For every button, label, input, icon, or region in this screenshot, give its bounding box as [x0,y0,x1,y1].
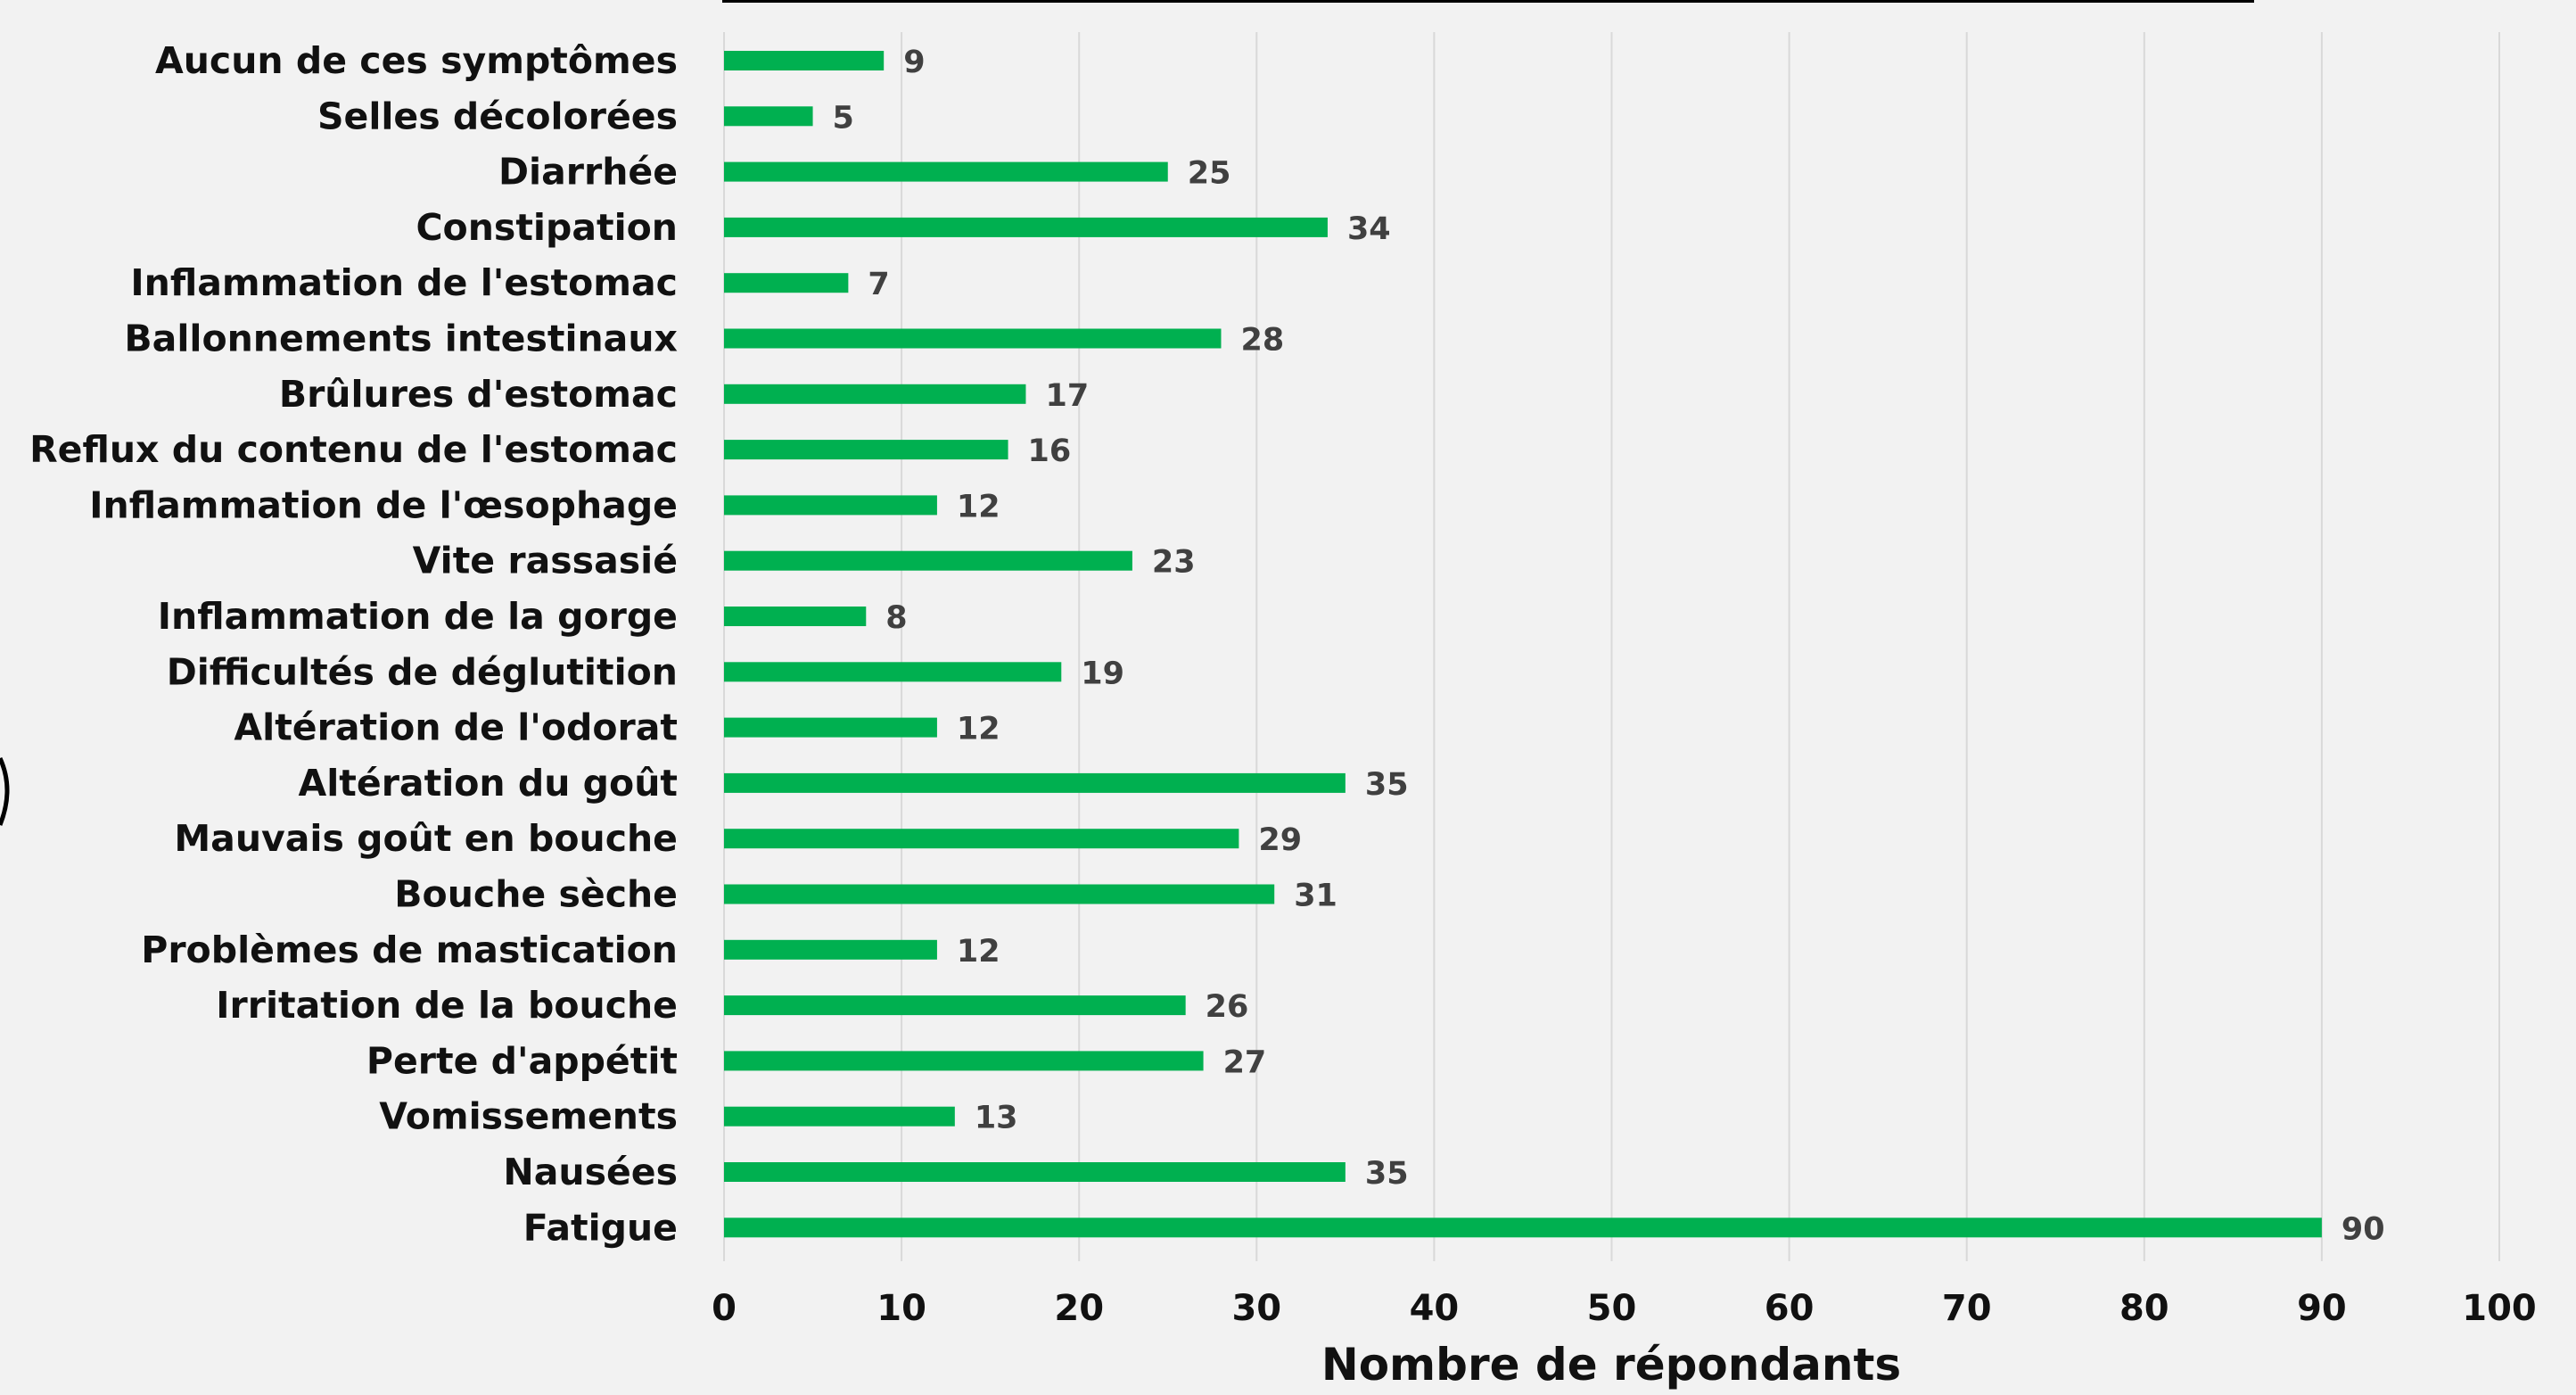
bar [724,939,937,960]
category-label: Fatigue [523,1206,678,1249]
data-label: 35 [1365,767,1409,803]
bar [724,51,885,70]
data-label: 5 [833,100,854,136]
category-label: Ballonnements intestinaux [124,318,678,360]
category-label: Inflammation de l'estomac [130,261,678,304]
bar [724,161,1168,182]
data-label: 29 [1258,822,1302,858]
category-label: Irritation de la bouche [216,984,678,1027]
bar [724,384,1026,404]
bar [724,995,1186,1016]
bar [724,495,937,516]
x-tick-label: 20 [1054,1288,1104,1329]
category-label: Problèmes de mastication [141,929,678,971]
data-label: 13 [975,1101,1018,1136]
category-label: Brûlures d'estomac [279,373,678,416]
category-label: Reflux du contenu de l'estomac [29,428,678,471]
x-tick-label: 10 [876,1288,926,1329]
x-tick-labels: 0 10 20 30 40 50 60 70 80 90 100 [712,1288,2537,1329]
category-label: Altération de l'odorat [234,706,678,749]
x-tick-label: 50 [1587,1288,1637,1329]
category-label: Diarrhée [498,151,678,194]
bar [724,829,1239,849]
data-labels: 9 5 25 34 7 28 17 16 12 23 8 19 12 35 29 31 12 26 27 13 35 90 [833,45,2385,1247]
x-tick-label: 40 [1410,1288,1460,1329]
bar [724,1218,2322,1238]
bar [724,662,1062,682]
bar [724,884,1275,904]
category-label: Aucun de ces symptômes [155,39,678,82]
category-label: Vomissements [379,1095,678,1138]
data-label: 8 [885,600,907,636]
data-label: 31 [1294,879,1337,914]
data-label: 12 [957,712,1000,747]
data-label: 28 [1240,323,1284,359]
x-tick-label: 100 [2462,1288,2537,1329]
category-label: Perte d'appétit [366,1039,678,1082]
x-tick-label: 70 [1942,1288,1992,1329]
category-label: Constipation [416,206,678,249]
data-label: 35 [1365,1156,1409,1192]
category-labels: Aucun de ces symptômes Selles décolorées D… [29,39,678,1249]
category-label: Difficultés de déglutition [167,650,678,693]
bar [724,273,849,293]
bar [724,1162,1346,1182]
data-label: 27 [1223,1044,1267,1080]
category-label: Selles décolorées [317,95,678,137]
bar [724,607,867,626]
data-label: 26 [1206,989,1249,1025]
data-label: 25 [1188,156,1231,192]
bar [724,1051,1204,1071]
category-label: Mauvais goût en bouche [174,817,678,860]
bar [724,717,937,738]
bar [724,1106,955,1127]
category-label: Nausées [503,1151,678,1193]
x-tick-label: 80 [2119,1288,2169,1329]
data-label: 9 [903,45,925,80]
edge-bracket-fragment [0,756,10,826]
data-label: 7 [868,267,889,302]
bar [724,328,1222,349]
bar [724,106,813,127]
category-label: Bouche sèche [394,873,678,916]
bar [724,440,1008,460]
data-label: 17 [1045,378,1089,414]
data-label: 90 [2341,1211,2385,1247]
data-label: 23 [1152,545,1196,581]
category-label: Inflammation de l'œsophage [89,483,678,526]
data-label: 34 [1347,211,1391,247]
x-tick-label: 60 [1765,1288,1815,1329]
category-label: Altération du goût [299,762,678,805]
x-axis-title: Nombre de répondants [1321,1339,1901,1391]
bar [724,550,1132,571]
bar [724,772,1346,793]
x-tick-label: 90 [2297,1288,2347,1329]
data-label: 12 [957,489,1000,524]
category-label: Vite rassasié [413,540,678,582]
category-label: Inflammation de la gorge [158,595,678,638]
bars [724,51,2322,1238]
x-tick-label: 30 [1231,1288,1281,1329]
x-tick-label: 0 [712,1288,737,1329]
data-label: 19 [1081,656,1124,691]
data-label: 16 [1028,433,1072,469]
data-label: 12 [957,934,1000,970]
bar [724,217,1328,237]
